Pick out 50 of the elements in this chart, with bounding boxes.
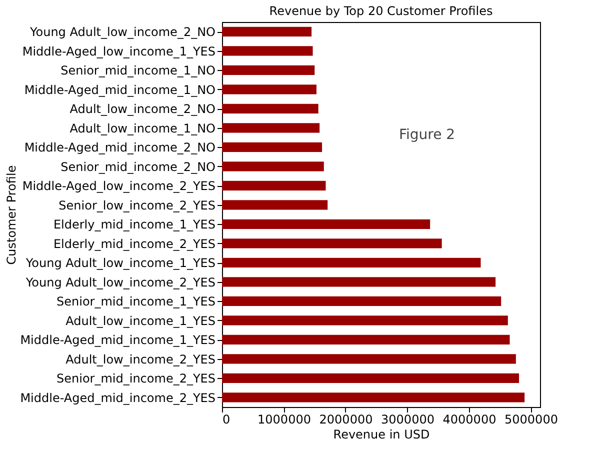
bar — [222, 142, 322, 152]
y-tick-label: Elderly_mid_income_1_YES — [53, 218, 216, 232]
y-tick-label: Young Adult_low_income_1_YES — [24, 256, 216, 270]
y-tick-label: Middle-Aged_low_income_1_YES — [22, 44, 216, 58]
y-tick-label: Young Adult_low_income_2_NO — [29, 25, 216, 40]
x-tick-label: 5000000 — [504, 412, 558, 426]
bar — [222, 277, 496, 287]
x-tick-label: 0 — [222, 412, 230, 426]
bar — [222, 354, 516, 364]
bar — [222, 26, 312, 36]
y-tick-label: Senior_mid_income_2_YES — [56, 372, 216, 386]
bar — [222, 180, 326, 190]
bar — [222, 65, 315, 75]
bar — [222, 46, 313, 56]
y-tick-label: Senior_low_income_2_YES — [58, 198, 216, 212]
y-tick-label: Middle-Aged_mid_income_2_YES — [20, 390, 216, 405]
y-axis-title: Customer Profile — [4, 165, 18, 265]
x-tick-label: 2000000 — [319, 412, 373, 426]
bar — [222, 373, 520, 383]
y-tick-label: Senior_mid_income_1_NO — [60, 64, 216, 78]
y-tick-label: Elderly_mid_income_2_YES — [53, 236, 216, 251]
y-tick-label: Middle-Aged_mid_income_1_YES — [20, 333, 216, 348]
y-tick-label: Senior_mid_income_1_YES — [56, 294, 216, 309]
bar — [222, 123, 320, 133]
bar — [222, 316, 508, 326]
y-tick-label: Young Adult_low_income_2_YES — [24, 275, 216, 290]
y-tick-label: Adult_low_income_1_NO — [70, 121, 216, 136]
y-tick-label: Senior_mid_income_2_NO — [60, 160, 216, 174]
annotation: Figure 2 — [398, 127, 456, 143]
y-tick-label: Adult_low_income_2_NO — [70, 102, 216, 116]
bar — [222, 84, 316, 94]
y-tick-label: Adult_low_income_1_YES — [66, 314, 216, 328]
x-tick-label: 3000000 — [381, 412, 434, 426]
chart-title: Revenue by Top 20 Customer Profiles — [269, 4, 493, 18]
bar — [222, 162, 324, 172]
y-tick-label: Middle-Aged_mid_income_1_NO — [24, 82, 216, 97]
bar — [222, 104, 318, 114]
bar — [222, 296, 502, 306]
x-tick-label: 1000000 — [258, 412, 311, 426]
bar — [222, 219, 430, 229]
y-tick-label: Middle-Aged_low_income_2_YES — [22, 179, 216, 194]
x-axis-title: Revenue in USD — [333, 428, 430, 442]
bar — [222, 238, 442, 248]
y-tick-label: Middle-Aged_mid_income_2_NO — [24, 140, 216, 155]
bar — [222, 200, 328, 210]
bar — [222, 258, 481, 268]
x-tick-label: 4000000 — [442, 412, 496, 426]
bar — [222, 392, 525, 402]
bar — [222, 334, 510, 344]
y-tick-label: Adult_low_income_2_YES — [66, 352, 216, 366]
